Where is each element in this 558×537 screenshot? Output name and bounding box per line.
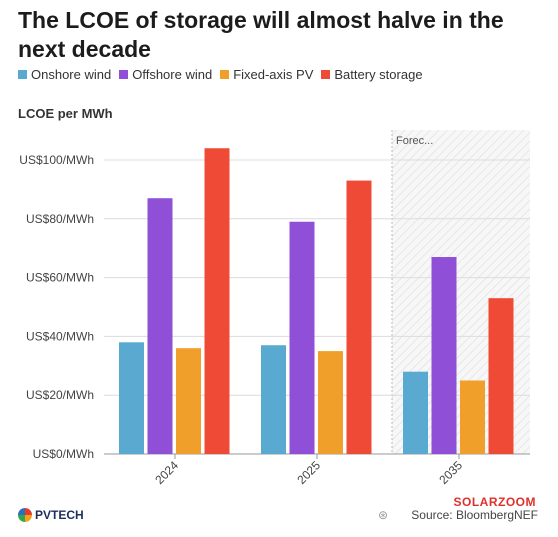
bar [119, 342, 144, 454]
legend-swatch-battery-storage [321, 70, 331, 79]
bar [318, 351, 343, 454]
legend-item-onshore-wind: Onshore wind [18, 67, 111, 82]
legend-label-battery-storage: Battery storage [334, 67, 423, 82]
legend-item-fixed-axis-pv: Fixed-axis PV [220, 67, 313, 82]
y-tick-label: US$0/MWh [33, 447, 94, 461]
legend-item-battery-storage: Battery storage [321, 67, 423, 82]
y-tick-label: US$20/MWh [26, 388, 94, 402]
bar [261, 345, 286, 454]
legend: Onshore wind Offshore wind Fixed-axis PV… [18, 67, 423, 82]
legend-swatch-offshore-wind [119, 70, 129, 79]
chart-title: The LCOE of storage will almost halve in… [18, 7, 504, 62]
legend-swatch-fixed-axis-pv [220, 70, 230, 79]
source-note: Source: BloombergNEF [411, 508, 538, 522]
bar [460, 380, 485, 454]
legend-label-offshore-wind: Offshore wind [132, 67, 213, 82]
y-axis-title: LCOE per MWh [18, 106, 113, 121]
bar [176, 348, 201, 454]
legend-label-onshore-wind: Onshore wind [31, 67, 112, 82]
x-tick-label: 2025 [294, 458, 323, 487]
y-tick-label: US$80/MWh [26, 212, 94, 226]
y-tick-label: US$100/MWh [19, 153, 94, 167]
legend-item-offshore-wind: Offshore wind [119, 67, 212, 82]
x-tick-label: 2035 [436, 458, 465, 487]
bar [431, 257, 457, 454]
bar [346, 180, 372, 454]
pvtech-logo: PVTECH [18, 508, 84, 522]
forecast-label: Forec... [396, 135, 433, 147]
bar [147, 198, 173, 454]
legend-swatch-onshore-wind [18, 70, 27, 79]
bar [403, 371, 428, 454]
legend-label-fixed-axis-pv: Fixed-axis PV [233, 67, 314, 82]
y-tick-label: US$60/MWh [26, 271, 94, 285]
pvtech-logo-icon [18, 508, 32, 522]
bar [289, 221, 315, 454]
bar [488, 298, 514, 454]
watermark: SOLARZOOM [453, 495, 536, 509]
y-tick-label: US$40/MWh [26, 329, 94, 343]
footer: PVTECH ⊛ SOLARZOOM Source: BloombergNEF [0, 492, 558, 537]
pvtech-logo-text: PVTECH [35, 508, 84, 522]
wechat-icon: ⊛ [378, 508, 389, 522]
x-tick-label: 2024 [152, 458, 181, 487]
bar [204, 148, 230, 455]
